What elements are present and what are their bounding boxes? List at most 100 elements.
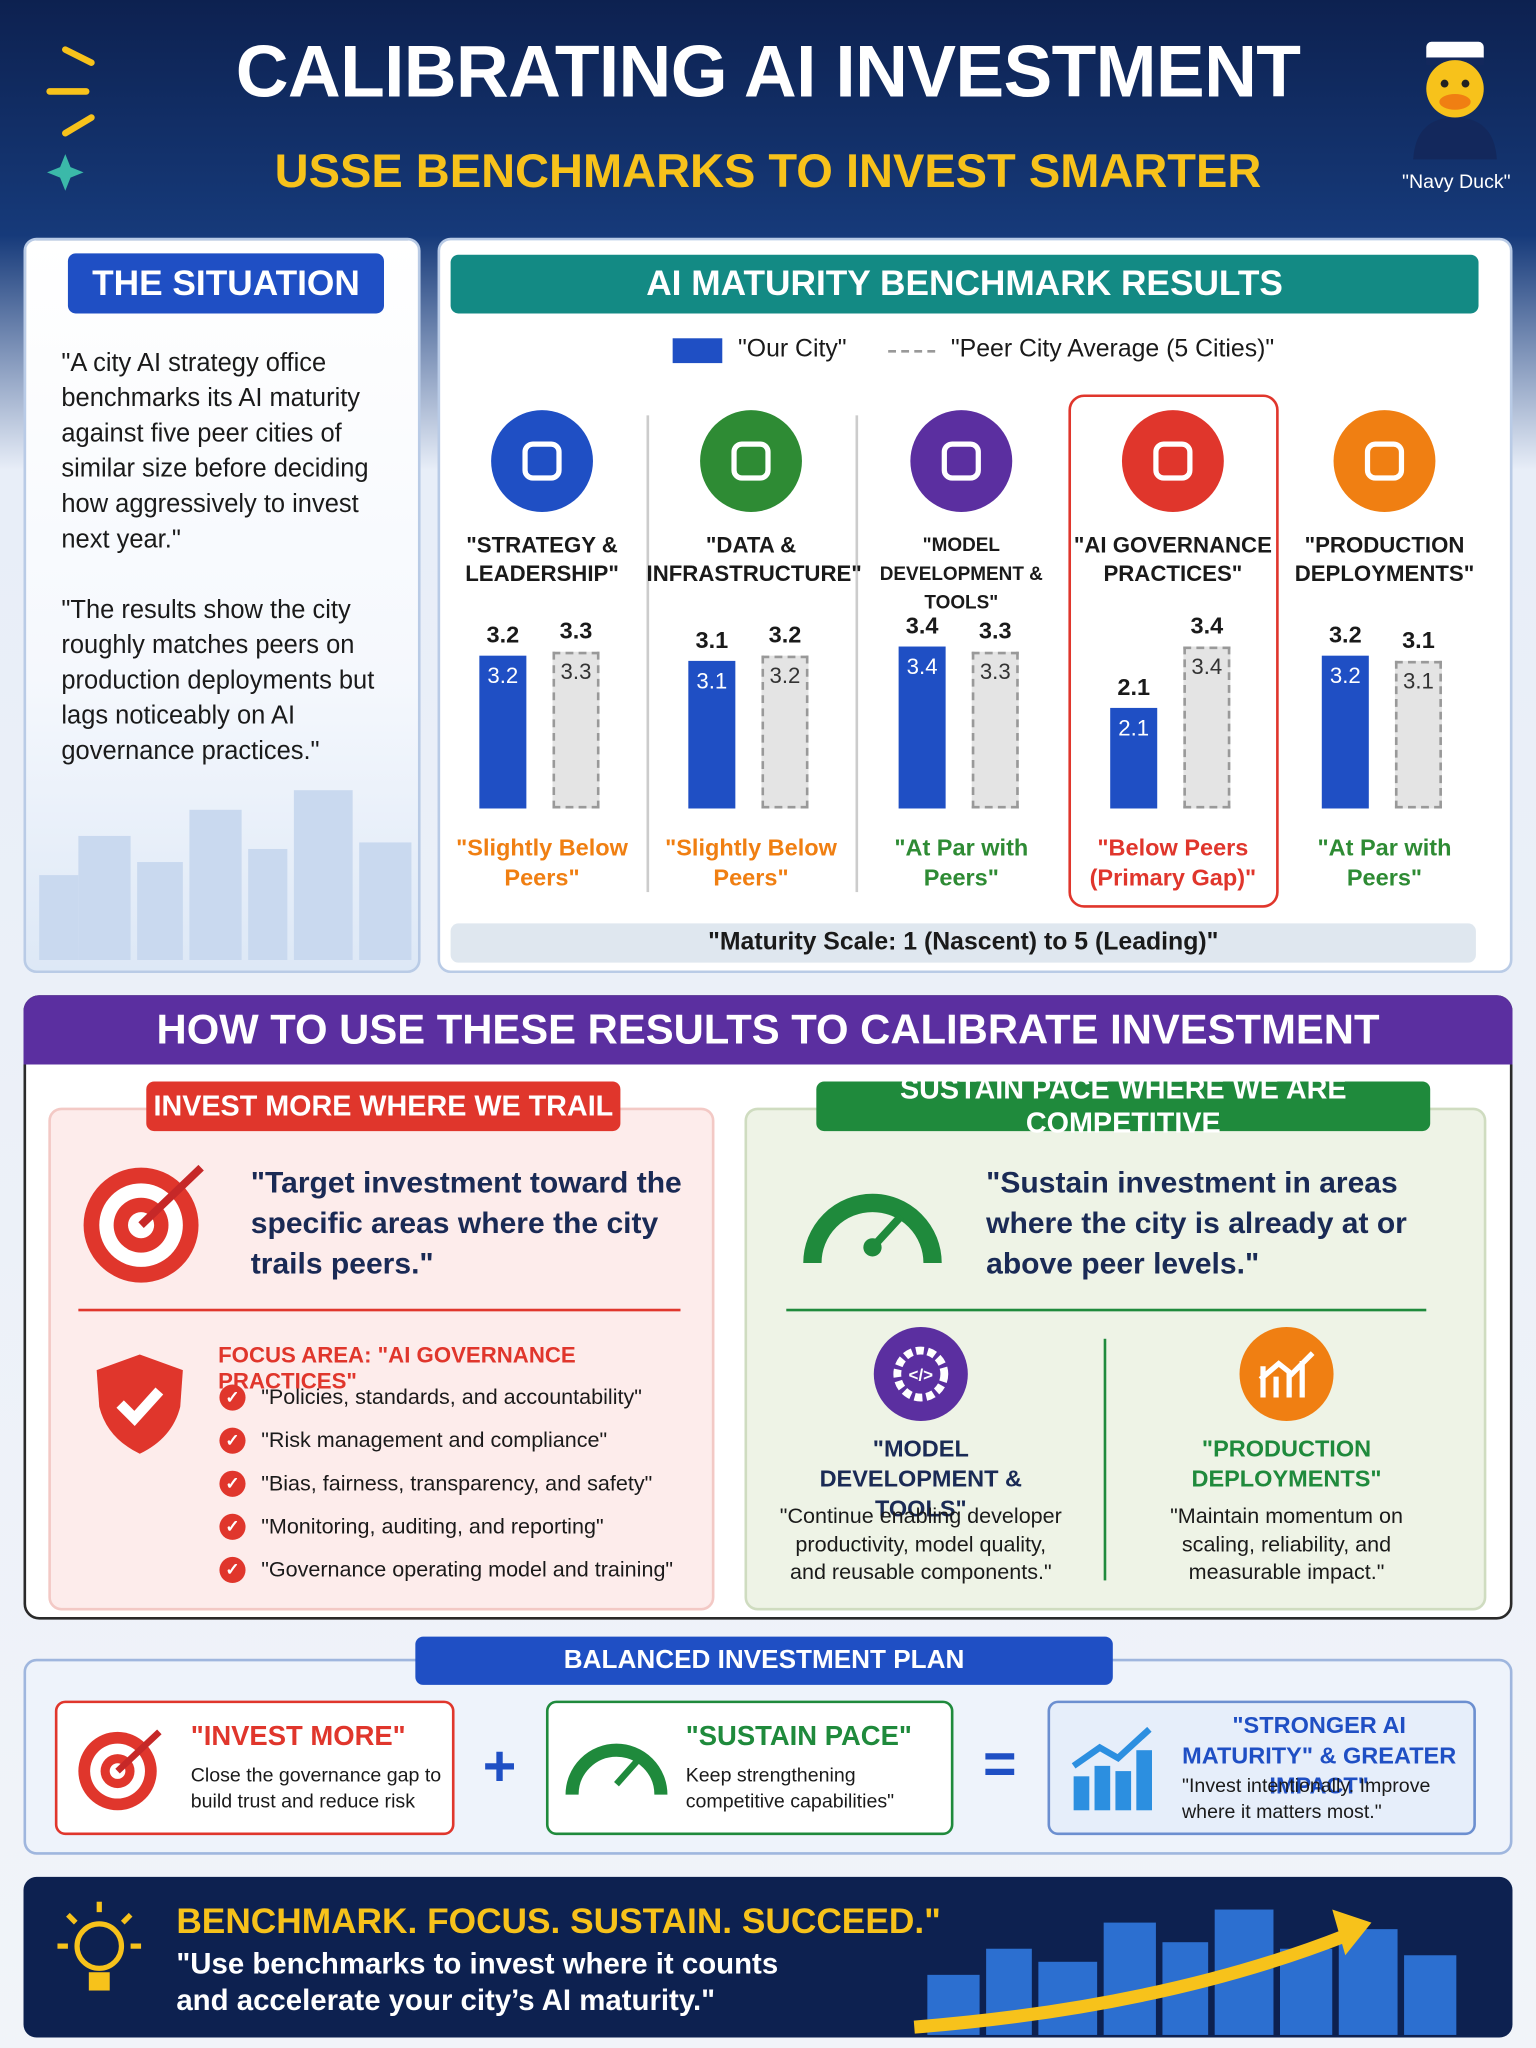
bar xyxy=(688,660,736,809)
category-icon xyxy=(700,410,802,512)
status-label: "Below Peers (Primary Gap)" xyxy=(1089,834,1257,891)
legend-label: "Our City" xyxy=(737,335,847,364)
sustain-quote: "Sustain investment in areas where the c… xyxy=(986,1165,1407,1280)
mascot-label: "Navy Duck" xyxy=(1401,171,1511,194)
bar xyxy=(1110,708,1158,809)
category-label: "MODEL DEVELOPMENT & TOOLS" xyxy=(879,535,1043,614)
sustain-title: SUSTAIN PACE WHERE WE ARE COMPETITIVE xyxy=(816,1072,1431,1139)
shield-icon xyxy=(96,1354,183,1454)
category-icon xyxy=(1333,410,1436,512)
plan-box xyxy=(1047,1700,1476,1836)
divider xyxy=(78,1308,681,1312)
bar xyxy=(1183,646,1231,809)
bulb-icon xyxy=(57,1901,142,1991)
bar xyxy=(1394,660,1442,809)
value-label: 3.1 xyxy=(1402,626,1435,653)
focus-item: "Policies, standards, and accountability… xyxy=(261,1385,642,1410)
footer-text: "Use benchmarks to invest where it count… xyxy=(176,1947,779,2017)
legend-swatch xyxy=(888,350,936,353)
mascot-icon xyxy=(1413,41,1497,160)
footer-headline: BENCHMARK. FOCUS. SUSTAIN. SUCCEED." xyxy=(176,1901,941,1941)
legend-label: "Peer City Average (5 Cities)" xyxy=(950,335,1275,364)
plan-part-text: Keep strengthening competitive capabilit… xyxy=(685,1764,895,1813)
value-label: 3.3 xyxy=(978,617,1012,644)
check-bullet: ✓ xyxy=(219,1513,246,1540)
svg-text:</>: </> xyxy=(909,1366,934,1385)
icon-glyph xyxy=(731,441,771,481)
category-icon xyxy=(910,410,1013,512)
sustain-item-text: "Maintain momentum on scaling, reliabili… xyxy=(1170,1504,1403,1585)
value-label: 3.2 xyxy=(768,621,802,649)
bar xyxy=(898,646,946,809)
sustain-item-title: "MODEL DEVELOPMENT & TOOLS" xyxy=(819,1435,1023,1522)
target-icon xyxy=(83,1164,204,1283)
value-label: 3.4 xyxy=(1190,612,1224,639)
category-label: "AI GOVERNANCE PRACTICES" xyxy=(1073,532,1272,587)
sustain-panel xyxy=(744,1107,1487,1611)
check-bullet: ✓ xyxy=(219,1470,246,1497)
focus-item: "Monitoring, auditing, and reporting" xyxy=(261,1515,604,1539)
value-label: 3.3 xyxy=(979,658,1011,684)
bar xyxy=(1321,655,1369,809)
sparkle xyxy=(46,46,95,191)
category-label: "DATA & INFRASTRUCTURE" xyxy=(646,532,862,587)
gear-icon: </> xyxy=(873,1327,968,1422)
bar xyxy=(761,655,809,809)
divider xyxy=(1103,1338,1107,1581)
situation-paragraph: "A city AI strategy office benchmarks it… xyxy=(61,348,369,554)
highlight-box xyxy=(1068,394,1279,908)
plan-part-text: Close the governance gap to build trust … xyxy=(190,1764,442,1813)
skyline xyxy=(39,790,412,960)
category-icon xyxy=(1121,410,1224,512)
value-label: 3.2 xyxy=(1328,621,1362,649)
plan-part-title: "SUSTAIN PACE" xyxy=(685,1721,912,1752)
status-label: "At Par with Peers" xyxy=(894,834,1029,891)
value-label: 3.1 xyxy=(1402,668,1434,694)
category-label: "PRODUCTION DEPLOYMENTS" xyxy=(1294,532,1475,587)
status-label: "Slightly Below Peers" xyxy=(665,834,837,891)
sustain-item-text: "Continue enabling developer productivit… xyxy=(779,1504,1062,1585)
focus-item: "Risk management and compliance" xyxy=(261,1428,608,1453)
invest-more-quote: "Target investment toward the specific a… xyxy=(250,1165,682,1280)
plan-title: BALANCED INVESTMENT PLAN xyxy=(415,1636,1113,1685)
gauge-icon xyxy=(565,1743,668,1795)
value-label: 3.2 xyxy=(1329,663,1361,689)
status-label: "At Par with Peers" xyxy=(1317,834,1452,891)
gauge-icon xyxy=(803,1193,942,1264)
column-separator xyxy=(646,415,649,893)
title: CALIBRATING AI INVESTMENT xyxy=(235,30,1301,113)
category-label: "STRATEGY & LEADERSHIP" xyxy=(465,532,619,587)
icon-glyph xyxy=(1364,441,1405,481)
plan-box xyxy=(545,1700,954,1836)
icon-glyph xyxy=(522,441,562,481)
growth-icon xyxy=(1239,1327,1334,1422)
plan-box xyxy=(54,1700,455,1836)
value-label: 3.2 xyxy=(486,621,520,649)
icon-glyph xyxy=(941,441,981,481)
growth-icon xyxy=(1071,1726,1152,1811)
check-bullet: ✓ xyxy=(219,1427,246,1454)
legend-swatch xyxy=(672,338,723,364)
column-separator xyxy=(855,415,858,893)
target-icon xyxy=(78,1729,162,1811)
chart-footnote: "Maturity Scale: 1 (Nascent) to 5 (Leadi… xyxy=(450,923,1476,963)
value-label: 3.4 xyxy=(905,612,939,639)
plan-part-text: "Invest intentionally. Improve where it … xyxy=(1182,1775,1431,1824)
value-label: 3.2 xyxy=(769,663,801,689)
bar xyxy=(479,655,527,809)
divider xyxy=(786,1308,1427,1312)
value-label: 3.3 xyxy=(559,617,593,644)
value-label: 3.3 xyxy=(560,658,592,684)
check-bullet: ✓ xyxy=(219,1556,246,1584)
chart-layer: "Our City" "Peer City Average (5 Cities)"… xyxy=(0,0,1536,993)
value-label: 2.1 xyxy=(1117,674,1151,701)
value-label: 3.4 xyxy=(1191,654,1223,680)
plus-sign: + xyxy=(482,1734,517,1799)
chart-title: AI MATURITY BENCHMARK RESULTS xyxy=(450,254,1479,314)
focus-item: "Governance operating model and training… xyxy=(261,1558,674,1582)
equals-sign: = xyxy=(983,1731,1017,1796)
situation-title: THE SITUATION xyxy=(67,253,384,314)
howto-title: HOW TO USE THESE RESULTS TO CALIBRATE IN… xyxy=(23,995,1513,1065)
plan-part-title: "INVEST MORE" xyxy=(190,1721,406,1752)
